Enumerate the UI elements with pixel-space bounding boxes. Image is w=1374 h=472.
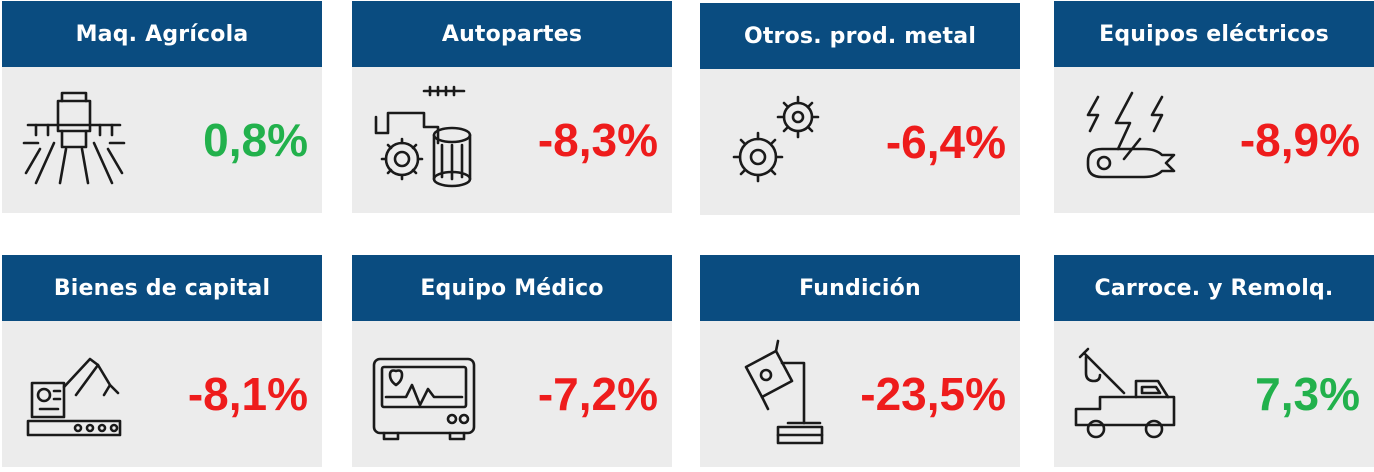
card-body: -6,4% xyxy=(700,69,1020,215)
card-header: Equipo Médico xyxy=(352,255,672,321)
card-title: Bienes de capital xyxy=(53,275,271,301)
card-body: 0,8% xyxy=(2,67,322,213)
card-fundicion: Fundición -23,5% xyxy=(700,255,1020,467)
engine-parts-icon xyxy=(368,83,480,195)
card-maq-agricola: Maq. Agrícola 0,8% xyxy=(2,1,322,213)
card-title: Equipos eléctricos xyxy=(1099,21,1329,47)
card-header: Carroce. y Remolq. xyxy=(1054,255,1374,321)
card-header: Maq. Agrícola xyxy=(2,1,322,67)
card-title: Maq. Agrícola xyxy=(75,21,249,47)
card-header: Otros. prod. metal xyxy=(700,3,1020,69)
card-carroce-y-remolq: Carroce. y Remolq. 7,3% xyxy=(1054,255,1374,467)
electric-wrench-icon xyxy=(1070,83,1182,195)
percent-value: -23,5% xyxy=(860,368,1006,420)
card-equipo-medico: Equipo Médico -7,2% xyxy=(352,255,672,467)
card-title: Equipo Médico xyxy=(420,275,604,301)
tow-truck-icon xyxy=(1070,337,1182,449)
robot-arm-icon xyxy=(18,337,130,449)
card-bienes-de-capital: Bienes de capital -8,1% xyxy=(2,255,322,467)
card-equipos-electricos: Equipos eléctricos -8,9% xyxy=(1054,1,1374,213)
percent-value: -8,3% xyxy=(537,114,658,166)
card-body: -23,5% xyxy=(700,321,1020,467)
percent-value: -7,2% xyxy=(537,368,658,420)
card-title: Fundición xyxy=(799,275,921,301)
percent-value: -8,1% xyxy=(187,368,308,420)
percent-value: 0,8% xyxy=(203,114,308,166)
card-header: Bienes de capital xyxy=(2,255,322,321)
card-title: Carroce. y Remolq. xyxy=(1094,275,1334,301)
percent-value: -6,4% xyxy=(885,116,1006,168)
card-title: Otros. prod. metal xyxy=(743,23,977,49)
percent-value: 7,3% xyxy=(1255,368,1360,420)
card-body: 7,3% xyxy=(1054,321,1374,467)
card-otros-prod-metal: Otros. prod. metal -6,4% xyxy=(700,3,1020,215)
card-header: Equipos eléctricos xyxy=(1054,1,1374,67)
card-header: Fundición xyxy=(700,255,1020,321)
card-body: -7,2% xyxy=(352,321,672,467)
card-header: Autopartes xyxy=(352,1,672,67)
medical-monitor-icon xyxy=(368,337,480,449)
foundry-ladle-icon xyxy=(716,337,828,449)
gears-icon xyxy=(716,85,828,197)
tractor-icon xyxy=(18,83,130,195)
card-body: -8,3% xyxy=(352,67,672,213)
card-autopartes: Autopartes -8,3% xyxy=(352,1,672,213)
card-body: -8,9% xyxy=(1054,67,1374,213)
percent-value: -8,9% xyxy=(1239,114,1360,166)
card-title: Autopartes xyxy=(441,21,583,47)
card-body: -8,1% xyxy=(2,321,322,467)
